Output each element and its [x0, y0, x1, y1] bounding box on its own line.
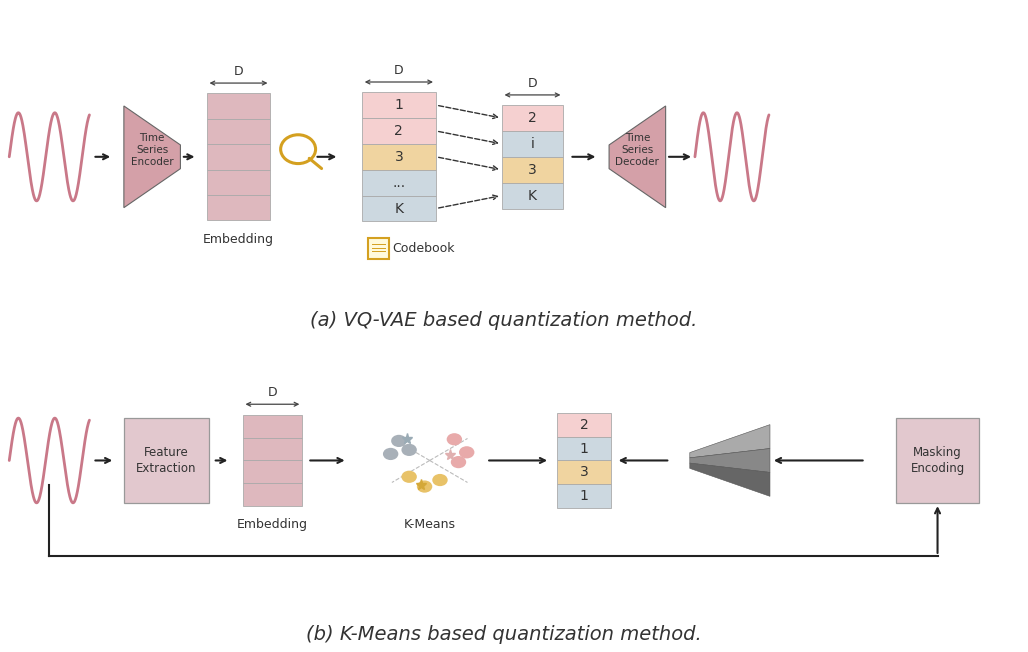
Text: (b) K-Means based quantization method.: (b) K-Means based quantization method.	[306, 625, 701, 644]
Circle shape	[392, 435, 407, 447]
Circle shape	[383, 448, 399, 460]
FancyBboxPatch shape	[557, 460, 611, 484]
Polygon shape	[609, 106, 666, 207]
FancyBboxPatch shape	[896, 418, 979, 503]
Text: K: K	[528, 188, 537, 203]
FancyBboxPatch shape	[124, 418, 209, 503]
FancyBboxPatch shape	[362, 170, 436, 196]
Text: D: D	[233, 65, 244, 78]
FancyBboxPatch shape	[557, 437, 611, 460]
Text: 2: 2	[395, 124, 403, 138]
FancyBboxPatch shape	[362, 144, 436, 170]
Text: 2: 2	[580, 418, 588, 432]
Text: 1: 1	[580, 489, 588, 503]
Circle shape	[401, 471, 417, 483]
FancyBboxPatch shape	[207, 93, 270, 119]
Text: D: D	[394, 64, 404, 77]
FancyBboxPatch shape	[502, 105, 563, 131]
Text: K-Means: K-Means	[404, 518, 455, 531]
FancyBboxPatch shape	[557, 413, 611, 437]
Text: Embedding: Embedding	[236, 518, 308, 531]
FancyBboxPatch shape	[243, 437, 302, 460]
Text: Feature
Extraction: Feature Extraction	[137, 446, 196, 475]
Circle shape	[401, 444, 417, 456]
Text: K: K	[395, 201, 403, 216]
Circle shape	[447, 433, 463, 445]
Text: 3: 3	[528, 163, 537, 177]
Text: 3: 3	[580, 466, 588, 479]
Circle shape	[432, 474, 447, 486]
FancyBboxPatch shape	[502, 131, 563, 157]
Text: 2: 2	[528, 111, 537, 125]
FancyBboxPatch shape	[362, 196, 436, 222]
FancyBboxPatch shape	[368, 239, 389, 259]
Text: Time
Series
Decoder: Time Series Decoder	[616, 132, 659, 168]
FancyBboxPatch shape	[362, 118, 436, 144]
Text: ...: ...	[393, 175, 405, 190]
FancyBboxPatch shape	[207, 195, 270, 220]
Text: D: D	[527, 77, 538, 90]
FancyBboxPatch shape	[557, 484, 611, 508]
FancyBboxPatch shape	[243, 460, 302, 483]
FancyBboxPatch shape	[502, 183, 563, 209]
FancyBboxPatch shape	[207, 144, 270, 170]
Polygon shape	[124, 106, 181, 207]
FancyBboxPatch shape	[207, 119, 270, 144]
Circle shape	[417, 481, 432, 493]
Polygon shape	[690, 463, 770, 496]
Text: 1: 1	[580, 441, 588, 456]
Polygon shape	[690, 449, 770, 473]
FancyBboxPatch shape	[207, 170, 270, 195]
Polygon shape	[690, 424, 770, 458]
Text: Time
Series
Encoder: Time Series Encoder	[131, 132, 174, 168]
FancyBboxPatch shape	[243, 483, 302, 506]
Circle shape	[451, 456, 467, 468]
Text: D: D	[267, 387, 278, 399]
Text: Codebook: Codebook	[393, 242, 455, 255]
Text: (a) VQ-VAE based quantization method.: (a) VQ-VAE based quantization method.	[310, 311, 697, 330]
Text: Embedding: Embedding	[203, 233, 274, 246]
Text: i: i	[530, 137, 535, 151]
FancyBboxPatch shape	[243, 415, 302, 437]
Text: 1: 1	[395, 98, 403, 112]
Text: 3: 3	[395, 150, 403, 164]
FancyBboxPatch shape	[502, 157, 563, 183]
Text: Masking
Encoding: Masking Encoding	[911, 446, 964, 475]
FancyBboxPatch shape	[362, 92, 436, 118]
Circle shape	[460, 446, 475, 458]
